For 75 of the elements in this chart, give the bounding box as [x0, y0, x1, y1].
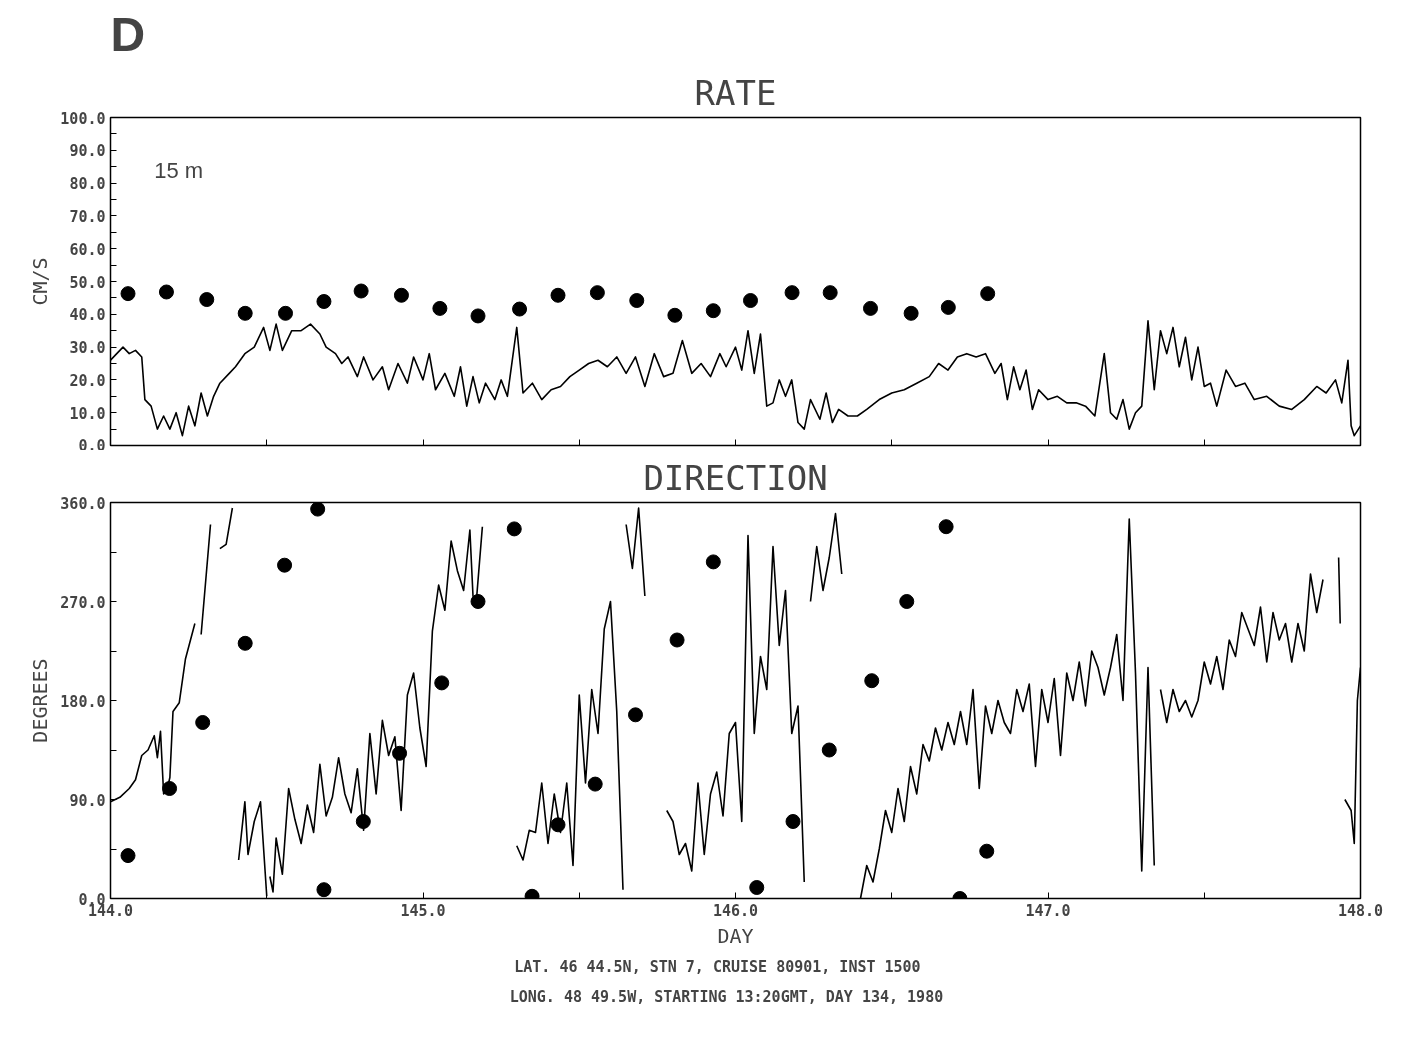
point	[310, 502, 326, 517]
point	[749, 880, 765, 895]
point	[784, 285, 800, 301]
point	[158, 284, 174, 300]
x-tick-label: 146.0	[712, 901, 759, 920]
point	[550, 287, 566, 303]
text: LAT. 46 44.5N, STN 7, CRUISE 80901, INST 1500	[514, 957, 921, 976]
point	[195, 715, 211, 730]
point	[785, 814, 801, 829]
point	[199, 292, 215, 308]
point	[940, 299, 956, 315]
y-tick-label: 80.0	[69, 175, 106, 194]
chart-title: RATE	[694, 72, 777, 113]
y-tick-label: 10.0	[69, 404, 106, 423]
y-tick-label: 0.0	[78, 436, 106, 455]
point	[120, 286, 136, 302]
point	[903, 305, 919, 321]
x-axis-title: DAY	[717, 923, 754, 948]
point	[864, 673, 880, 689]
point	[120, 848, 136, 864]
point	[980, 286, 996, 302]
point	[432, 300, 448, 316]
y-tick-label: 70.0	[69, 207, 106, 226]
point	[822, 285, 838, 301]
x-tick-label: 147.0	[1025, 901, 1071, 920]
point	[669, 632, 685, 648]
point	[628, 707, 643, 723]
point	[237, 305, 253, 321]
point	[470, 594, 486, 609]
point	[512, 301, 528, 317]
point	[392, 745, 408, 761]
point	[470, 308, 486, 324]
point	[705, 303, 721, 319]
point	[863, 300, 878, 316]
y-tick-label: 360.0	[60, 494, 106, 513]
y-tick-label: 50.0	[69, 273, 106, 292]
point	[979, 843, 995, 859]
text: D	[110, 7, 146, 61]
point	[938, 519, 954, 535]
y-tick-label: 30.0	[69, 339, 106, 358]
y-tick-label: 270.0	[60, 593, 106, 612]
y-axis-title: DEGREES	[28, 658, 53, 743]
point	[589, 285, 605, 301]
point	[355, 814, 371, 829]
point	[743, 293, 758, 309]
point	[506, 521, 522, 537]
y-tick-label: 20.0	[69, 371, 106, 390]
point	[393, 287, 409, 303]
point	[237, 635, 253, 651]
y-tick-label: 90.0	[69, 791, 106, 810]
point	[316, 294, 332, 309]
y-tick-label: 180.0	[60, 692, 106, 711]
point	[629, 293, 645, 309]
point	[277, 557, 293, 573]
y-tick-label: 40.0	[69, 306, 106, 325]
point	[899, 594, 915, 609]
point	[705, 554, 721, 570]
point	[353, 283, 369, 299]
x-tick-label: 145.0	[400, 901, 446, 920]
text: LONG. 48 49.5W, STARTING 13:20GMT, DAY 134, 1980	[509, 987, 944, 1006]
point	[667, 307, 683, 323]
y-tick-label: 90.0	[69, 142, 106, 161]
point	[278, 305, 293, 321]
annotation: 15 m	[154, 158, 204, 184]
point	[550, 817, 566, 833]
point	[587, 776, 603, 792]
chart-title: DIRECTION	[643, 457, 828, 498]
y-tick-label: 100.0	[60, 109, 106, 128]
y-axis-title: CM/S	[28, 257, 53, 306]
point	[821, 742, 837, 758]
y-tick-label: 60.0	[69, 240, 106, 259]
point	[316, 882, 332, 898]
x-tick-label: 148.0	[1337, 901, 1384, 920]
point	[434, 675, 450, 691]
point	[162, 781, 178, 796]
